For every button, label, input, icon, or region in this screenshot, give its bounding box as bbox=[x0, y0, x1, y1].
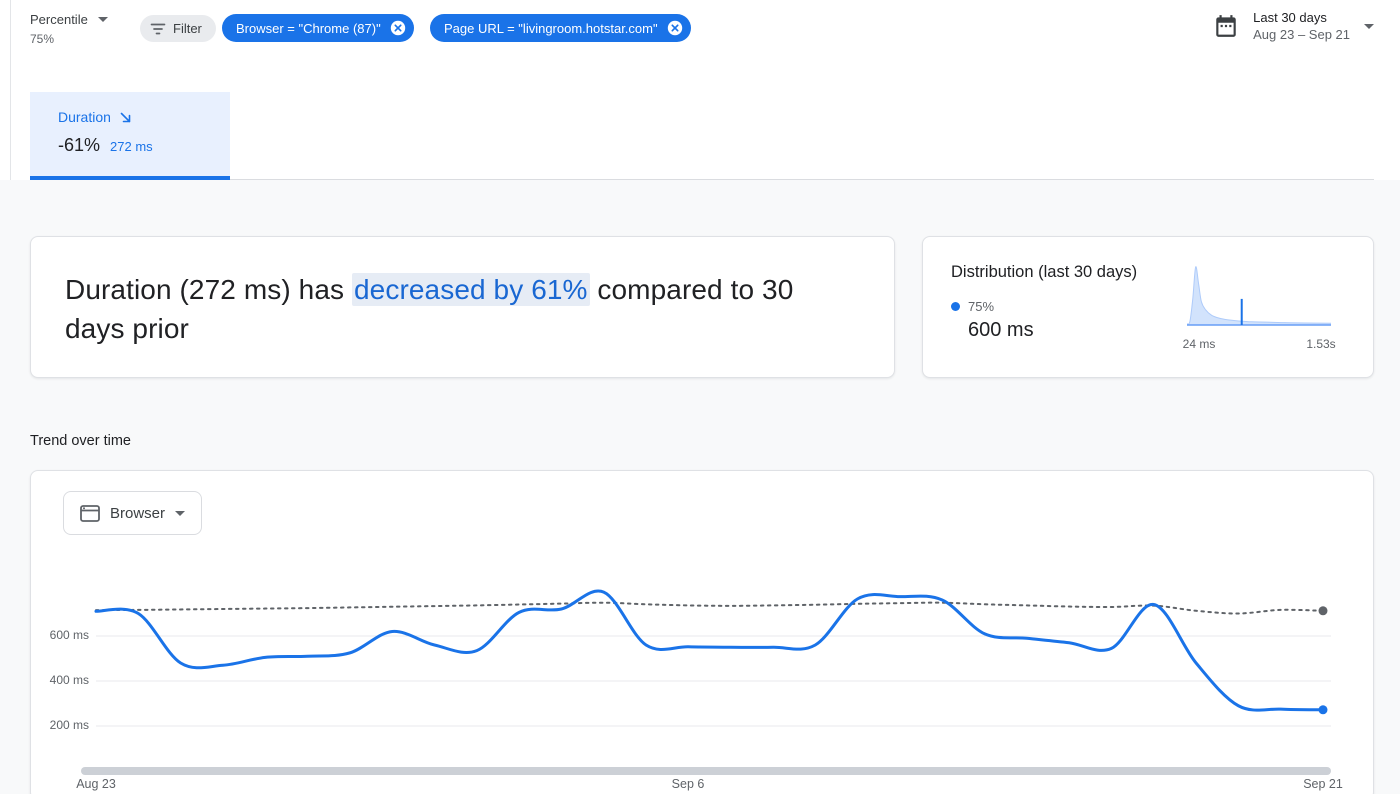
y-axis-label: 400 ms bbox=[49, 673, 89, 687]
close-icon bbox=[390, 20, 405, 36]
filter-button[interactable]: Filter bbox=[140, 15, 216, 42]
distribution-legend: 75% bbox=[951, 299, 994, 314]
browser-icon bbox=[80, 504, 100, 522]
filter-chip-browser[interactable]: Browser = "Chrome (87)" bbox=[222, 14, 414, 42]
distribution-title: Distribution (last 30 days) bbox=[951, 263, 1138, 281]
percentile-label: Percentile bbox=[30, 12, 88, 27]
insight-highlight: decreased by 61% bbox=[352, 273, 590, 306]
active-tab-indicator bbox=[30, 176, 230, 180]
tab-metric-value: 272 ms bbox=[110, 139, 153, 154]
trend-line-previous-30-days bbox=[95, 601, 1324, 615]
distribution-card: Distribution (last 30 days) 75% 600 ms 2… bbox=[922, 236, 1374, 378]
trend-endpoint-previous-30-days bbox=[1318, 606, 1328, 616]
distribution-area bbox=[1187, 266, 1331, 325]
distribution-x-max-label: 1.53s bbox=[1306, 337, 1336, 351]
filter-chip-label: Browser = "Chrome (87)" bbox=[236, 20, 381, 36]
date-range-subtitle: Aug 23 – Sep 21 bbox=[1253, 27, 1350, 42]
chevron-down-icon bbox=[1364, 23, 1374, 29]
percentile-selector[interactable]: Percentile 75% bbox=[30, 12, 108, 46]
distribution-percentile: 75% bbox=[968, 299, 995, 314]
percentile-value: 75% bbox=[30, 32, 55, 46]
insight-text-prefix: Duration (272 ms) has bbox=[65, 274, 352, 305]
trend-endpoint-current bbox=[1318, 705, 1328, 715]
dimension-select-button[interactable]: Browser bbox=[63, 491, 203, 535]
tabs-divider bbox=[30, 179, 1374, 180]
chip-remove-button[interactable] bbox=[666, 19, 684, 37]
x-axis-label: Sep 21 bbox=[1303, 777, 1343, 791]
trending-down-icon bbox=[120, 112, 131, 122]
distribution-chart bbox=[1187, 266, 1331, 326]
filter-button-label: Filter bbox=[173, 21, 202, 36]
tab-label: Duration bbox=[58, 109, 111, 125]
distribution-x-min-label: 24 ms bbox=[1182, 337, 1216, 351]
chip-remove-button[interactable] bbox=[389, 19, 407, 37]
filter-icon bbox=[150, 23, 166, 34]
legend-dot bbox=[951, 302, 960, 311]
x-axis-label: Aug 23 bbox=[76, 777, 116, 791]
dimension-select-label: Browser bbox=[110, 504, 166, 522]
calendar-icon bbox=[1216, 15, 1236, 37]
chart-scrollbar[interactable] bbox=[81, 767, 1331, 775]
close-icon bbox=[667, 20, 682, 36]
trend-card: Browser 600 ms 400 ms 200 ms Aug 23 Sep … bbox=[30, 470, 1374, 794]
tab-change-value: -61% bbox=[58, 135, 101, 155]
chevron-down-icon bbox=[97, 17, 108, 22]
chevron-down-icon bbox=[175, 510, 186, 516]
y-axis-label: 600 ms bbox=[49, 628, 89, 642]
insight-sentence: Duration (272 ms) has decreased by 61% c… bbox=[65, 270, 860, 348]
trend-chart bbox=[94, 589, 1331, 727]
distribution-value: 600 ms bbox=[968, 319, 1034, 341]
trend-section-title: Trend over time bbox=[30, 433, 131, 449]
distribution-outline bbox=[1187, 266, 1331, 325]
y-axis-label: 200 ms bbox=[49, 718, 89, 732]
date-range-selector[interactable]: Last 30 days Aug 23 – Sep 21 bbox=[1213, 10, 1374, 42]
insight-text-suffix: compared to 30 days prior bbox=[65, 274, 794, 344]
date-range-title: Last 30 days bbox=[1253, 10, 1327, 25]
filter-chip-label: Page URL = "livingroom.hotstar.com" bbox=[444, 20, 658, 36]
insight-card: Duration (272 ms) has decreased by 61% c… bbox=[30, 236, 895, 378]
x-axis-label: Sep 6 bbox=[671, 777, 705, 791]
tab-duration[interactable]: Duration -61% 272 ms bbox=[30, 92, 230, 176]
trend-line-current bbox=[94, 589, 1325, 712]
filter-chip-page-url[interactable]: Page URL = "livingroom.hotstar.com" bbox=[430, 14, 691, 42]
